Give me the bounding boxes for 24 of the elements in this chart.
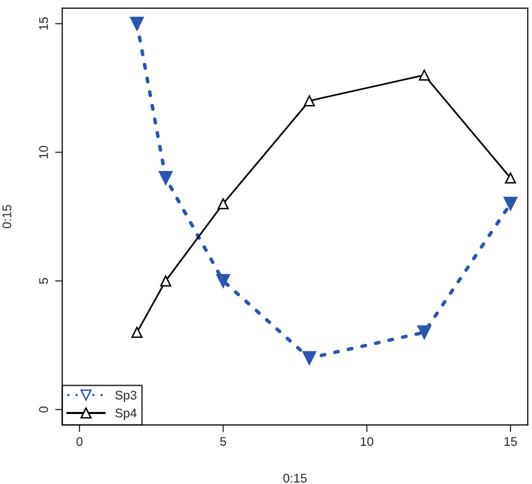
x-tick-label: 0	[76, 437, 82, 446]
x-axis-title: 0:15	[283, 474, 307, 483]
legend-label: Sp3	[115, 390, 136, 402]
point	[216, 274, 230, 288]
y-tick-label: 0	[39, 406, 48, 413]
point	[417, 325, 432, 340]
legend-label: Sp4	[115, 408, 137, 420]
x-tick-label: 15	[504, 437, 517, 446]
point	[160, 275, 172, 286]
y-axis-title: 0:15	[2, 204, 12, 228]
point	[418, 70, 430, 81]
point	[504, 172, 516, 184]
point	[131, 326, 143, 338]
point	[130, 16, 144, 31]
point	[302, 351, 316, 366]
point	[218, 198, 229, 210]
x-tick-label: 5	[220, 437, 226, 446]
y-tick-label: 5	[39, 278, 48, 284]
y-tick-label: 15	[39, 17, 48, 30]
x-tick-label: 10	[360, 437, 374, 446]
point	[158, 171, 173, 185]
y-tick-label: 10	[39, 146, 48, 158]
point	[304, 95, 315, 106]
point	[504, 196, 518, 211]
